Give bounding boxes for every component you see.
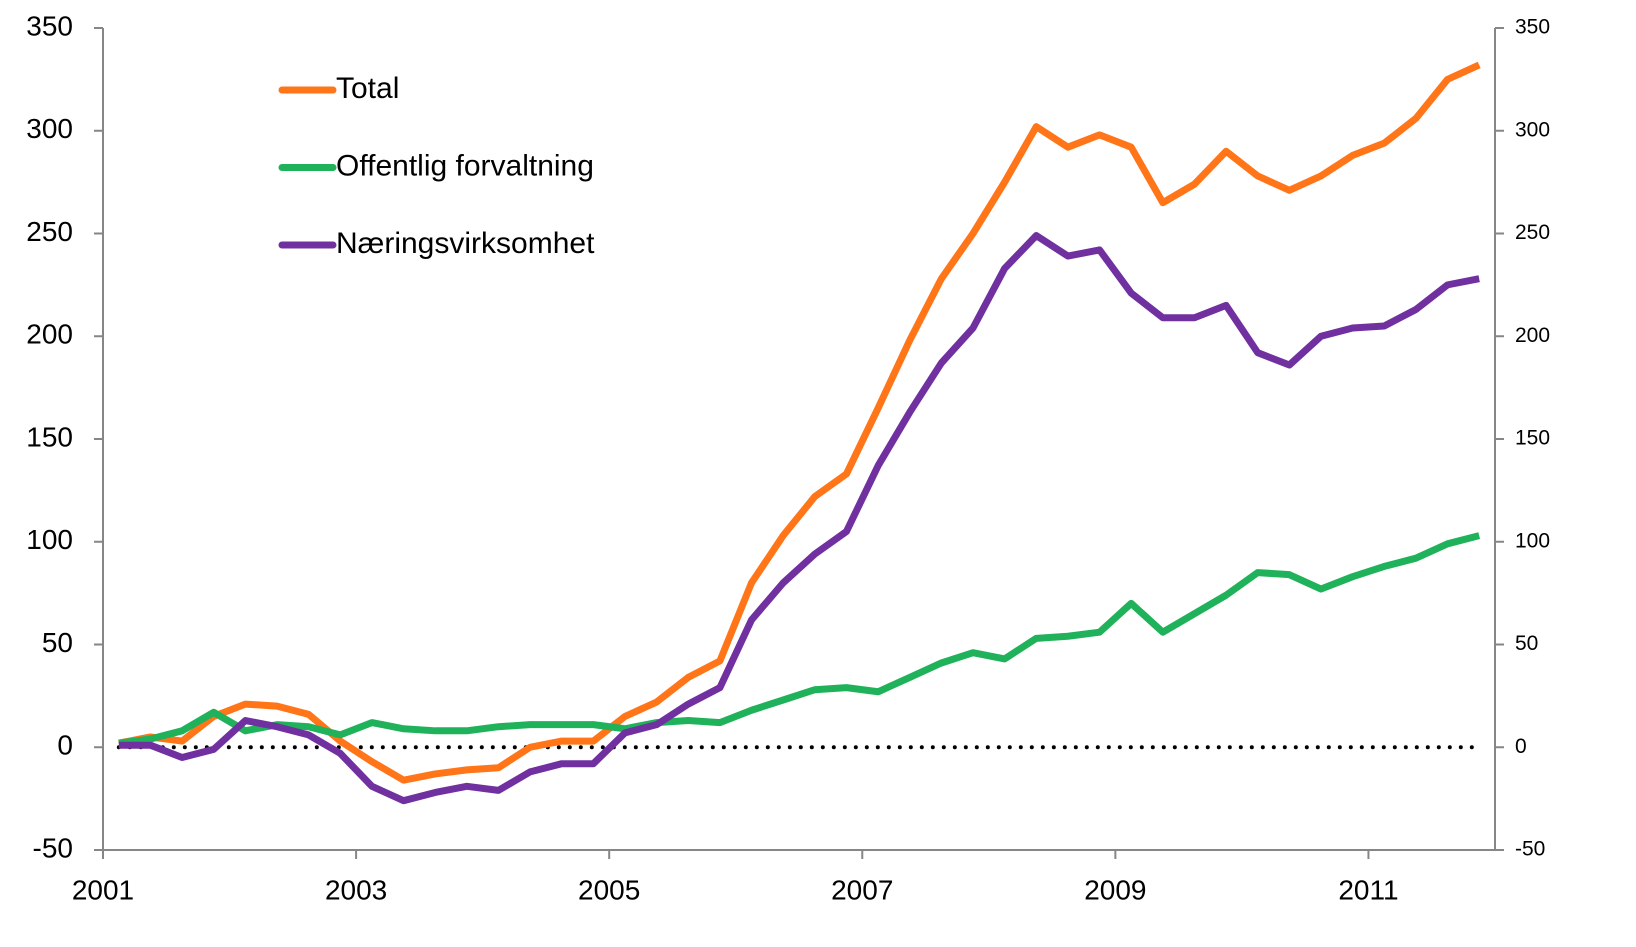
y-tick-label: 350 [26, 10, 73, 41]
y-tick-label: 250 [26, 216, 73, 247]
y2-tick-label: 0 [1515, 735, 1527, 758]
y2-tick-label: 350 [1515, 16, 1550, 39]
y-tick-label: 0 [57, 730, 73, 761]
legend-label: Total [336, 72, 399, 105]
y2-tick-label: -50 [1515, 838, 1545, 861]
x-tick-label: 2007 [831, 874, 893, 905]
x-tick-label: 2003 [325, 874, 387, 905]
y-tick-label: 50 [42, 627, 73, 658]
series-line [118, 61, 1481, 784]
y-tick-label: 300 [26, 113, 73, 144]
series-line [118, 232, 1480, 805]
x-tick-label: 2009 [1084, 874, 1146, 905]
y2-tick-label: 300 [1515, 118, 1550, 141]
y-tick-label: 200 [26, 319, 73, 350]
legend-label: Offentlig forvaltning [336, 149, 594, 182]
y2-tick-label: 250 [1515, 221, 1550, 244]
series-line [118, 532, 1481, 747]
y2-tick-label: 100 [1515, 529, 1550, 552]
x-tick-label: 2005 [578, 874, 640, 905]
x-tick-label: 2001 [72, 874, 134, 905]
y2-tick-label: 50 [1515, 632, 1538, 655]
x-tick-label: 2011 [1338, 874, 1398, 905]
y-tick-label: 100 [26, 524, 73, 555]
y-tick-label: 150 [26, 421, 73, 452]
y-tick-label: -50 [33, 832, 73, 863]
legend-label: Næringsvirksomhet [336, 227, 595, 260]
y2-tick-label: 200 [1515, 324, 1550, 347]
y2-tick-label: 150 [1515, 427, 1550, 450]
